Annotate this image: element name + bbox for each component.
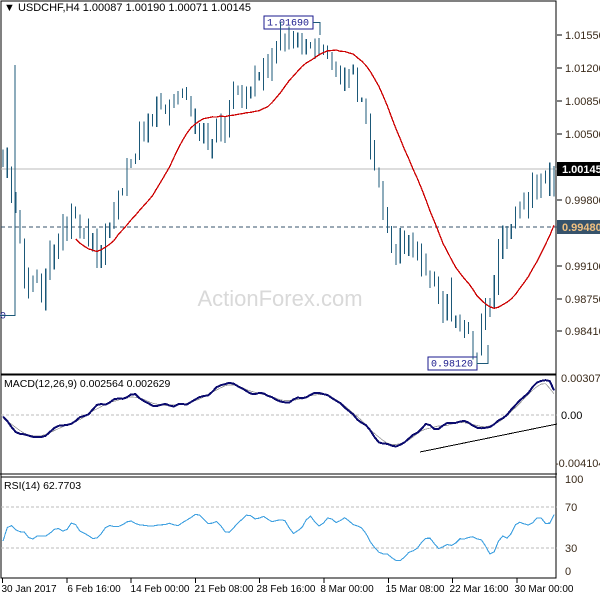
svg-text:-0.004104: -0.004104 bbox=[555, 458, 600, 470]
svg-text:1.01200: 1.01200 bbox=[565, 63, 600, 75]
svg-text:MACD(12,26,9) 0.002564 0.00262: MACD(12,26,9) 0.002564 0.002629 bbox=[4, 378, 171, 390]
svg-text:6 Feb 16:00: 6 Feb 16:00 bbox=[67, 584, 121, 595]
svg-text:21 Feb 08:00: 21 Feb 08:00 bbox=[195, 584, 254, 595]
svg-text:ActionForex.com: ActionForex.com bbox=[197, 286, 362, 311]
svg-text:30 Mar 00:00: 30 Mar 00:00 bbox=[515, 584, 574, 595]
svg-text:28 Feb 16:00: 28 Feb 16:00 bbox=[257, 584, 316, 595]
svg-text:RSI(14) 62.7703: RSI(14) 62.7703 bbox=[4, 480, 81, 492]
svg-text:0.003078: 0.003078 bbox=[561, 373, 600, 385]
svg-text:30: 30 bbox=[565, 543, 577, 555]
svg-text:1.00190: 1.00190 bbox=[0, 311, 6, 322]
svg-text:0: 0 bbox=[565, 566, 571, 578]
svg-text:8 Mar 00:00: 8 Mar 00:00 bbox=[320, 584, 374, 595]
svg-text:30 Jan 2017: 30 Jan 2017 bbox=[1, 584, 56, 595]
svg-text:▼ USDCHF,H4 1.00087 1.00190: ▼ USDCHF,H4 1.00087 1.00190 1.00071 1.00… bbox=[4, 2, 251, 14]
svg-text:0.98410: 0.98410 bbox=[565, 326, 600, 338]
svg-text:70: 70 bbox=[565, 502, 577, 514]
svg-text:0.98120: 0.98120 bbox=[431, 359, 473, 370]
svg-text:15 Mar 08:00: 15 Mar 08:00 bbox=[386, 584, 445, 595]
svg-text:1.00145: 1.00145 bbox=[562, 164, 600, 176]
svg-text:0.00: 0.00 bbox=[561, 410, 582, 422]
svg-text:14 Feb 00:00: 14 Feb 00:00 bbox=[131, 584, 190, 595]
svg-text:100: 100 bbox=[565, 474, 583, 486]
svg-text:22 Mar 16:00: 22 Mar 16:00 bbox=[450, 584, 509, 595]
svg-text:1.01690: 1.01690 bbox=[267, 18, 309, 29]
svg-text:1.01550: 1.01550 bbox=[565, 30, 600, 42]
svg-text:0.99480: 0.99480 bbox=[562, 222, 600, 234]
svg-text:1.00850: 1.00850 bbox=[565, 96, 600, 108]
